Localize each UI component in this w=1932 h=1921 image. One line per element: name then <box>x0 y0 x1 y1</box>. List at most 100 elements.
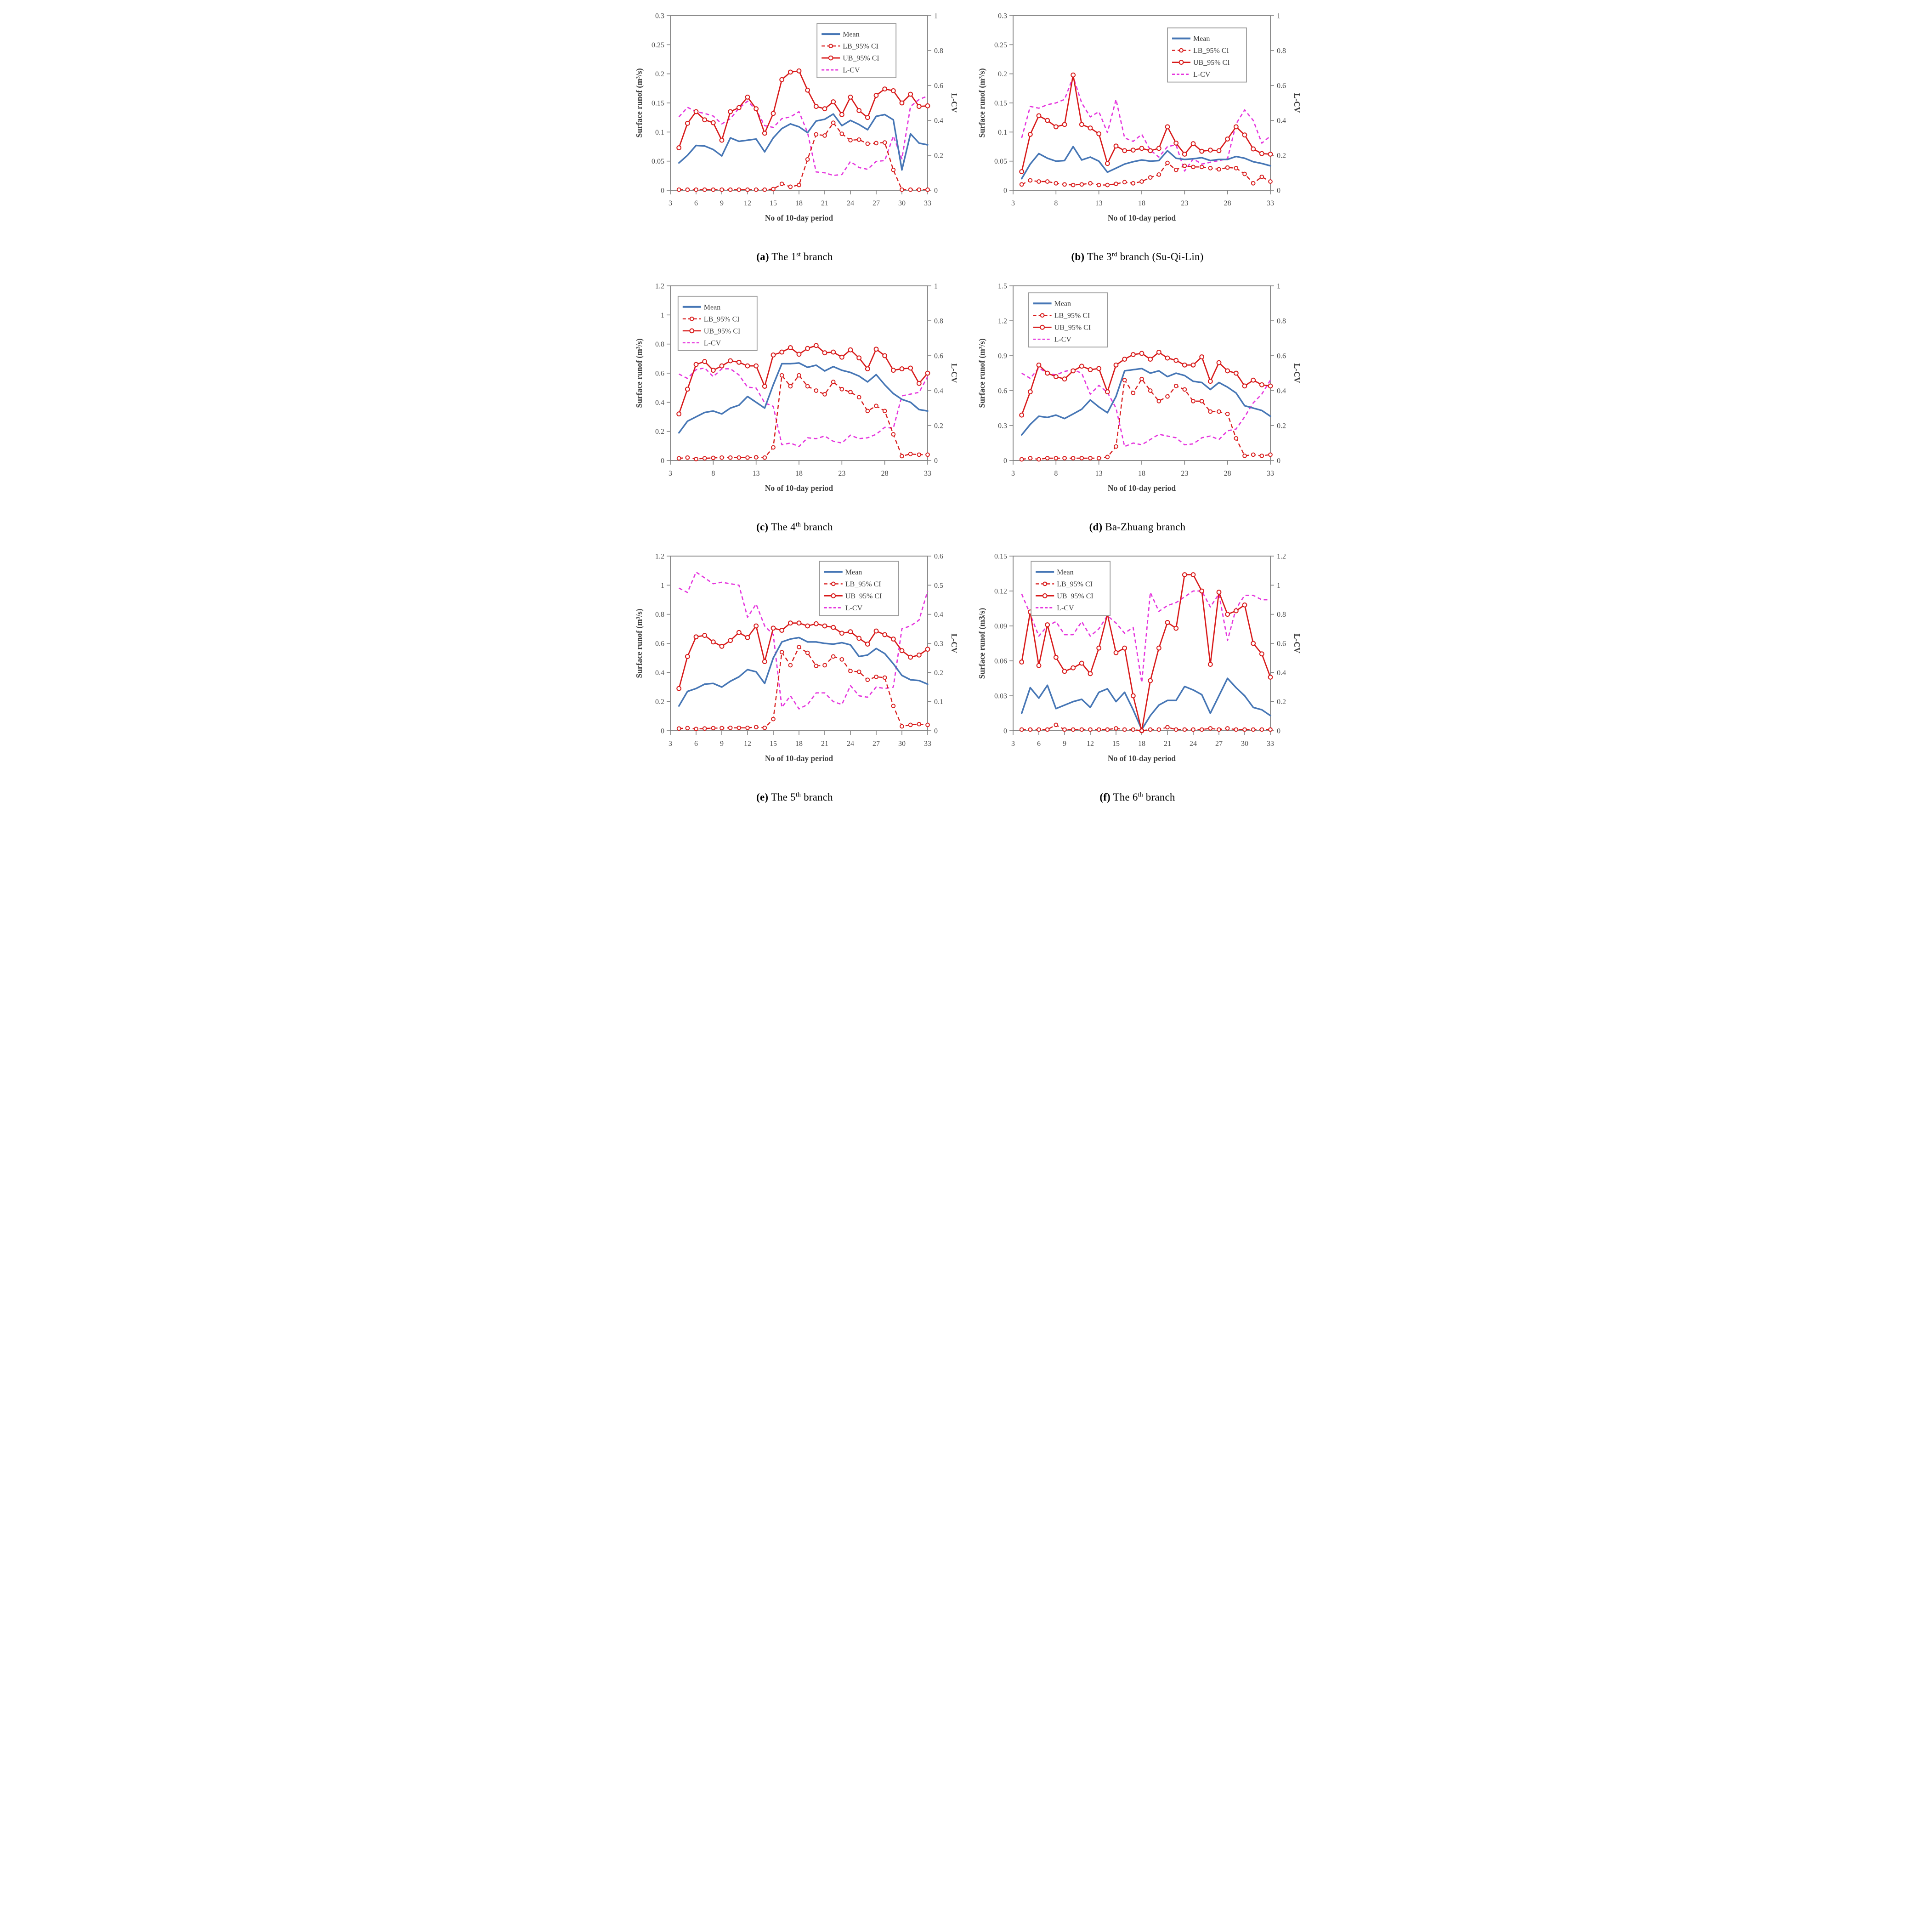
lb-marker <box>728 455 733 460</box>
lb-marker <box>1027 456 1032 460</box>
ub-marker <box>890 637 896 642</box>
ub-marker <box>1062 122 1067 127</box>
lb-marker <box>1045 179 1050 184</box>
legend-lcv: L-CV <box>1033 336 1071 344</box>
lb-marker <box>1045 727 1050 732</box>
lb-marker <box>908 722 913 727</box>
ub-marker <box>848 347 853 352</box>
ub-marker <box>727 109 733 114</box>
ub-marker <box>1053 124 1059 130</box>
lb-marker <box>796 182 801 188</box>
ub-marker <box>693 362 698 367</box>
chart-panel-f: 0 0.03 0.06 0.09 0.12 0.15 0 0.2 0.4 0.6 0.8 1 1.2 3 6… <box>974 549 1301 803</box>
lb-marker <box>1053 456 1058 460</box>
ub-marker <box>805 87 810 93</box>
ub-marker <box>676 145 681 150</box>
y2-tick-label: 0.6 <box>1277 82 1286 90</box>
y-tick-label: 0.25 <box>652 41 664 49</box>
legend: Mean LB_95% CI UB_95% CI L-CV <box>677 296 758 351</box>
lb-marker <box>1199 165 1204 170</box>
lb-marker <box>1216 727 1221 732</box>
lb-marker <box>1105 182 1110 188</box>
x-tick-label: 3 <box>1011 740 1015 748</box>
lb-marker <box>1225 165 1230 170</box>
ub-marker <box>1088 671 1093 676</box>
axes: 00.30.60.91.21.500.20.40.60.813 8 13 18 23 28… <box>998 283 1286 478</box>
y2-tick-label: 0.2 <box>1277 698 1286 706</box>
y-tick-label: 0.1 <box>655 129 664 136</box>
ub-marker <box>1173 358 1178 363</box>
x-tick-label: 9 <box>720 740 724 748</box>
lb-marker <box>693 187 698 192</box>
legend-ub: UB_95% CI <box>1033 324 1091 332</box>
y-tick-label: 0.09 <box>994 623 1007 631</box>
chart-d-canvas: 00.30.60.91.21.500.20.40.60.813 8 13 18 23 28… <box>977 283 1301 493</box>
y2-tick-label: 1 <box>1277 283 1280 290</box>
ub-marker <box>865 642 870 647</box>
y-tick-label: 0.06 <box>994 658 1007 665</box>
x-tick-label: 3 <box>669 470 672 477</box>
lb-marker <box>1233 166 1238 171</box>
ub-marker <box>1182 362 1187 368</box>
lb-marker <box>1019 727 1024 732</box>
y2-axis-label: L-CV <box>950 364 958 383</box>
y-tick-label: 0 <box>1003 187 1007 195</box>
x-tick-label: 21 <box>821 199 828 207</box>
y2-axis-label: L-CV <box>1292 634 1301 654</box>
lb-marker <box>908 187 913 192</box>
lb-marker <box>745 455 750 460</box>
legend: Mean LB_95% CI UB_95% CI L-CV <box>816 23 896 78</box>
y2-tick-label: 0.6 <box>1277 640 1286 648</box>
y2-tick-label: 1 <box>934 12 938 20</box>
x-tick-label: 33 <box>1267 470 1274 477</box>
y-tick-label: 0.05 <box>652 158 664 165</box>
y2-tick-label: 0.3 <box>934 640 943 648</box>
ub-marker <box>685 120 690 126</box>
lb-marker <box>676 187 681 192</box>
lb-marker <box>762 725 767 730</box>
legend-mean-label: Mean <box>1057 568 1073 576</box>
ub-marker <box>925 370 930 376</box>
lb-marker <box>856 137 861 142</box>
x-tick-label: 12 <box>744 740 751 748</box>
x-axis-label: No of 10-day period <box>765 483 833 493</box>
lb-marker <box>676 456 681 461</box>
lb-marker <box>1225 411 1230 416</box>
y-tick-label: 1 <box>661 312 664 319</box>
lb-marker <box>685 455 690 460</box>
lb-marker <box>676 726 681 731</box>
ub-marker <box>1242 132 1247 138</box>
lb-marker <box>899 187 904 192</box>
ub-marker <box>1233 608 1239 614</box>
ub-marker <box>1147 357 1153 362</box>
lb-marker <box>899 724 904 729</box>
ub-marker <box>762 659 767 664</box>
lb-marker <box>1062 727 1067 732</box>
lb-marker <box>693 456 698 461</box>
x-tick-label: 9 <box>1063 740 1066 748</box>
lb-marker <box>856 395 861 400</box>
lb-marker <box>822 392 827 397</box>
lb-marker <box>1148 388 1153 393</box>
lb-marker <box>1259 727 1264 732</box>
lb-marker <box>1027 727 1032 732</box>
series-lcv <box>1021 367 1271 447</box>
lb-marker <box>1071 456 1076 460</box>
lb-marker <box>873 141 878 146</box>
ub-marker <box>1096 645 1101 651</box>
ub-marker <box>925 103 930 108</box>
y-tick-label: 0 <box>1003 457 1007 465</box>
lb-marker <box>788 663 793 668</box>
ub-marker <box>1250 641 1256 646</box>
legend-lb-label: LB_95% CI <box>1057 580 1093 588</box>
y2-tick-label: 0.1 <box>934 698 943 706</box>
lb-marker <box>745 187 750 192</box>
y2-tick-label: 0.8 <box>934 47 943 55</box>
ub-marker <box>1199 148 1204 154</box>
ub-marker <box>856 108 861 113</box>
legend-lb: LB_95% CI <box>1033 312 1090 320</box>
x-tick-label: 28 <box>881 470 888 477</box>
lb-marker <box>1113 444 1118 449</box>
legend-lcv-label: L-CV <box>1057 604 1074 612</box>
legend-mean-label: Mean <box>1193 35 1210 43</box>
